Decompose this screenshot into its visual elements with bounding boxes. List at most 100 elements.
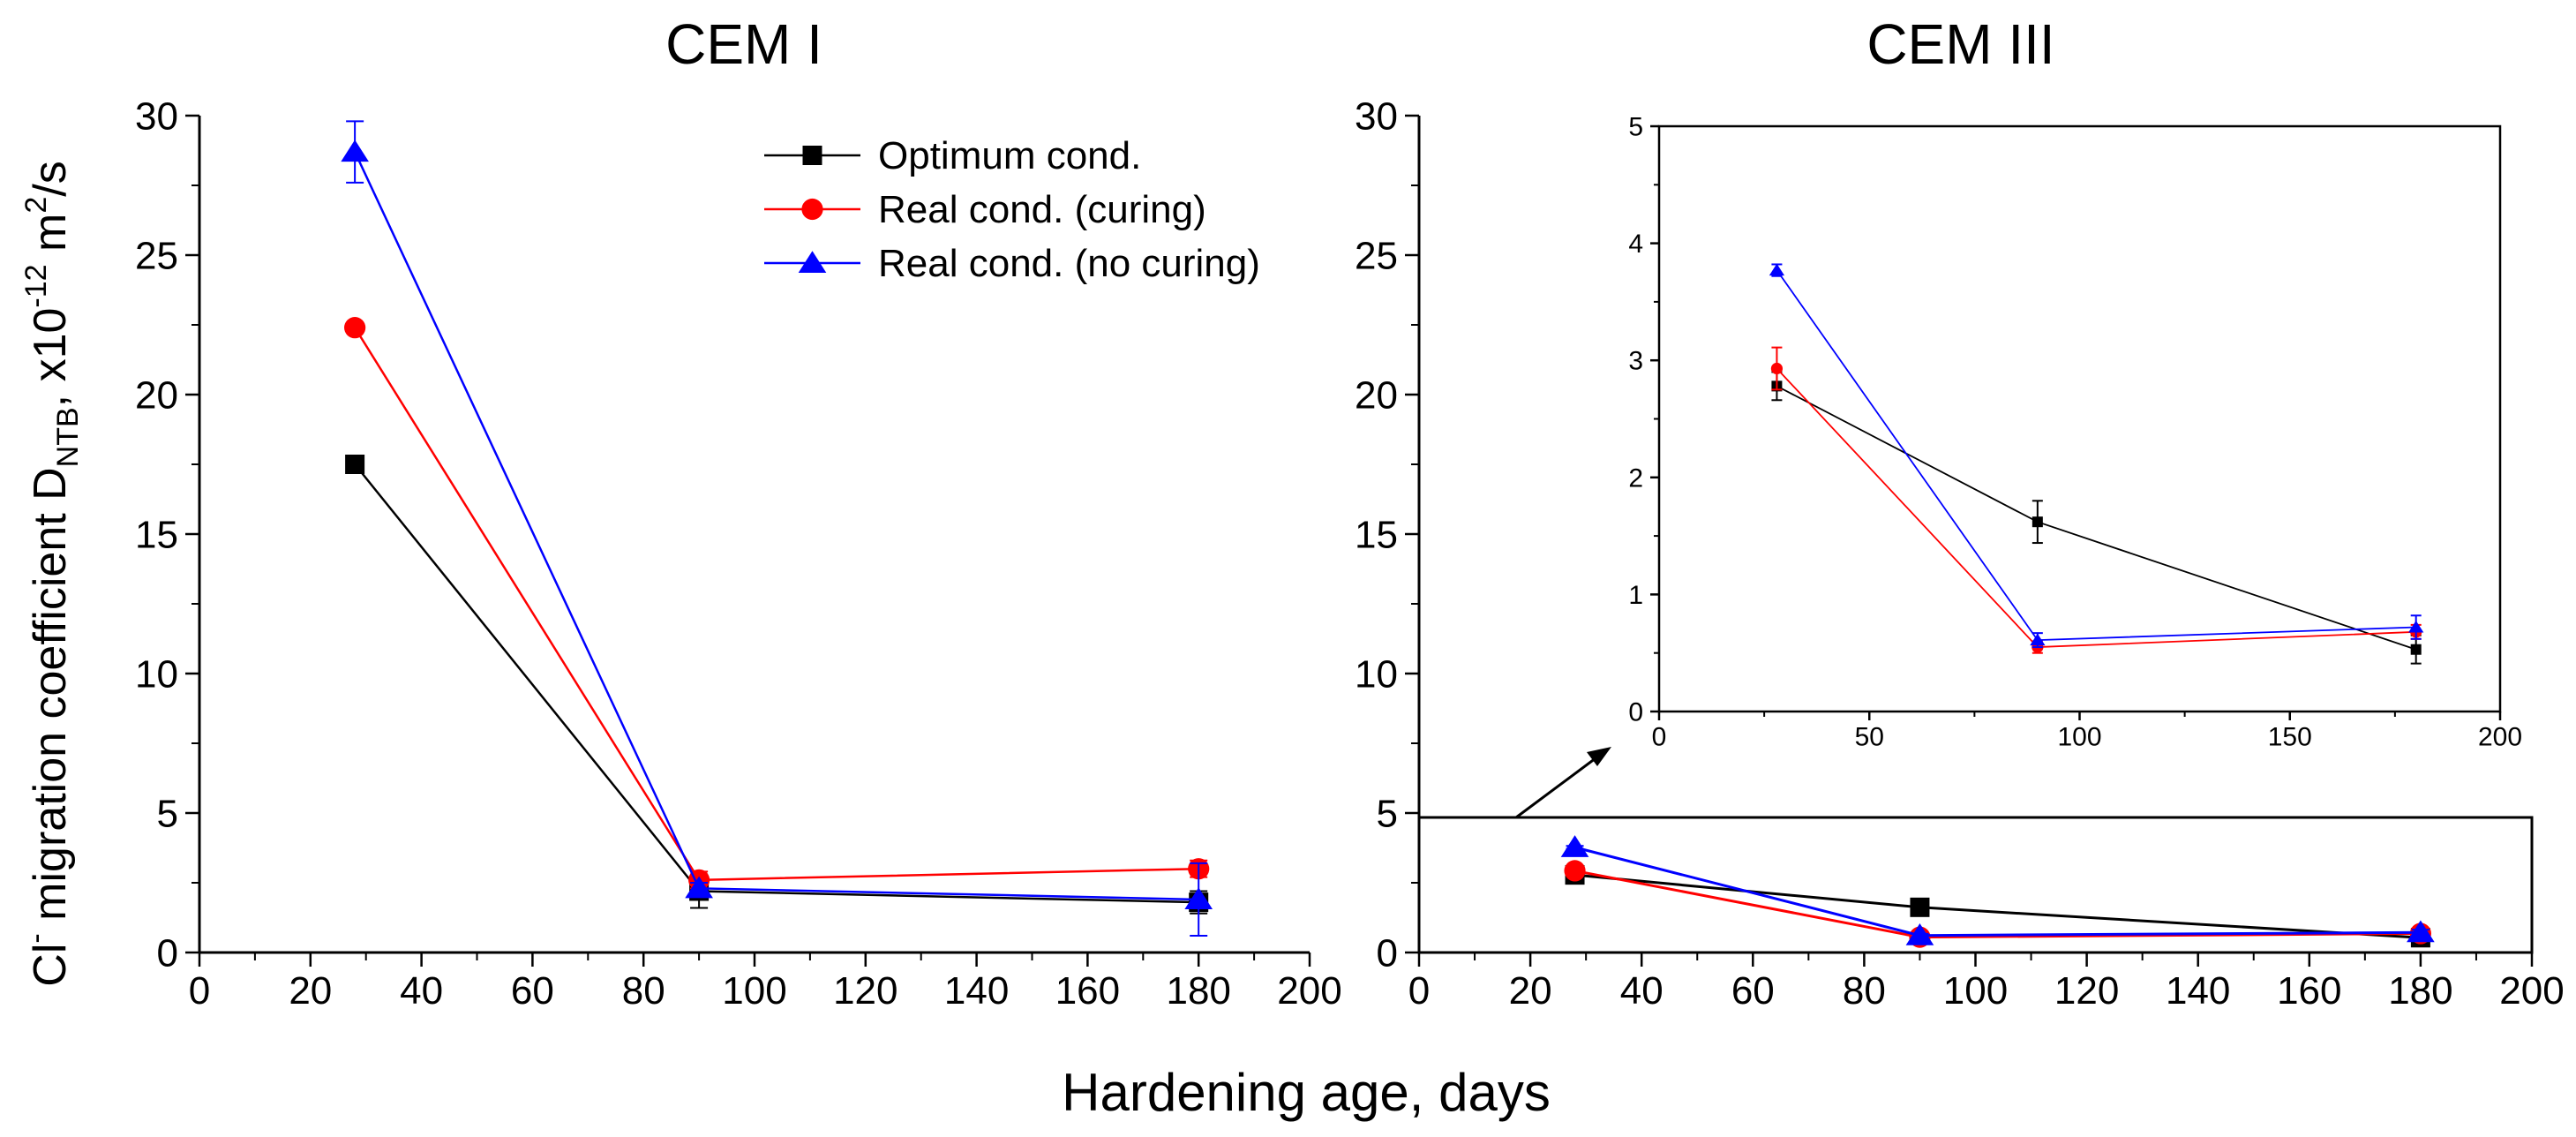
y-tick-label: 20 (1355, 373, 1398, 417)
legend-label: Real cond. (curing) (878, 188, 1206, 231)
y-tick-label: 1 (1628, 581, 1643, 610)
x-tick-label: 120 (833, 969, 897, 1013)
x-tick-label: 20 (289, 969, 332, 1013)
x-tick-label: 80 (622, 969, 665, 1013)
panel-title-cem1: CEM I (665, 12, 822, 76)
legend-marker (798, 251, 827, 273)
x-tick-label: 20 (1509, 969, 1552, 1013)
y-label-sup1: - (19, 933, 53, 943)
y-tick-label: 5 (157, 792, 178, 835)
data-point (344, 317, 366, 339)
series-real-cond-no-curing (1769, 263, 2424, 649)
y-tick-label: 30 (135, 94, 178, 138)
y-tick-label: 30 (1355, 94, 1398, 138)
inset-frame (1657, 124, 2502, 713)
data-point (1910, 897, 1930, 917)
y-tick-label: 15 (1355, 513, 1398, 556)
zoom-arrow-head (1587, 747, 1611, 766)
zoom-region-box (1417, 816, 2534, 954)
y-tick-label: 0 (1628, 698, 1643, 727)
y-tick-label: 5 (1377, 792, 1398, 835)
y-label-unit: m (25, 214, 76, 265)
y-tick-label: 2 (1628, 463, 1643, 493)
x-tick-label: 60 (511, 969, 554, 1013)
x-tick-label: 60 (1731, 969, 1775, 1013)
x-tick-label: 0 (1652, 723, 1667, 752)
y-label-mid2: , x10 (25, 308, 76, 408)
y-label-mid: migration coefficient D (25, 467, 76, 933)
x-tick-label: 100 (2057, 723, 2101, 752)
x-tick-label: 200 (1277, 969, 1341, 1013)
data-point (2408, 621, 2424, 633)
data-point (2030, 633, 2046, 646)
y-tick-label: 3 (1628, 347, 1643, 376)
x-tick-label: 100 (722, 969, 786, 1013)
cem1-plot: 0 20 40 60 80 100 120 140 160 180 200 0 5 10 15 20 25 30 (135, 94, 1342, 1012)
x-tick-label: 140 (944, 969, 1009, 1013)
series-line (354, 327, 1199, 882)
series-line (1574, 846, 2421, 937)
series-real-cond-no-curing (341, 120, 1213, 937)
legend: Optimum cond. Real cond. (curing) Real con… (764, 134, 1260, 285)
series-real-cond-no-curing (1560, 835, 2435, 945)
series-real-cond-curing (344, 317, 1210, 891)
y-axis-label: Cl- migration coefficient DNTB, x10-12 m… (19, 161, 85, 986)
data-point (341, 139, 369, 162)
data-point (2032, 516, 2043, 528)
y-tick-label: 4 (1628, 230, 1643, 259)
zoom-arrow-line (1515, 754, 1600, 819)
x-tick-label: 200 (2499, 969, 2564, 1013)
legend-item-real-cond-no-curing: Real cond. (no curing) (764, 242, 1260, 285)
x-tick-label: 40 (1620, 969, 1664, 1013)
x-tick-label: 120 (2054, 969, 2119, 1013)
y-tick-label: 25 (1355, 234, 1398, 277)
x-tick-label: 0 (189, 969, 210, 1013)
y-label-main: Cl (25, 944, 76, 987)
data-point (2407, 920, 2435, 943)
data-point (2410, 644, 2422, 655)
x-tick-label: 140 (2166, 969, 2230, 1013)
y-tick-label: 0 (1377, 931, 1398, 975)
legend-item-optimum-cond: Optimum cond. (764, 134, 1141, 177)
y-label-sup2: -12 (19, 264, 53, 307)
panel-title-cem3: CEM III (1866, 12, 2054, 76)
series-optimum-cond (345, 455, 1209, 915)
y-tick-label: 15 (135, 513, 178, 556)
x-tick-label: 100 (1943, 969, 2008, 1013)
data-point (685, 876, 713, 899)
data-point (1184, 887, 1213, 909)
y-tick-label: 20 (135, 373, 178, 417)
y-label-sup3: 2 (19, 197, 53, 214)
x-tick-label: 180 (2388, 969, 2452, 1013)
y-tick-label: 25 (135, 234, 178, 277)
data-point (1905, 922, 1934, 945)
data-point (1564, 860, 1586, 882)
x-tick-label: 160 (2277, 969, 2341, 1013)
y-tick-label: 5 (1628, 113, 1643, 142)
legend-marker (802, 146, 822, 165)
x-tick-label: 150 (2268, 723, 2312, 752)
y-label-sub: NTB (51, 407, 85, 467)
legend-label: Real cond. (no curing) (878, 242, 1260, 285)
data-point (345, 455, 365, 474)
series-line (1574, 873, 2421, 939)
y-tick-label: 0 (157, 931, 178, 975)
x-axis-label: Hardening age, days (1062, 1063, 1551, 1122)
y-tick-label: 10 (135, 652, 178, 696)
x-tick-label: 180 (1166, 969, 1230, 1013)
x-tick-label: 160 (1055, 969, 1120, 1013)
x-tick-label: 80 (1843, 969, 1886, 1013)
legend-marker (801, 198, 823, 221)
data-point (1769, 263, 1785, 276)
inset-plot: 0 50 100 150 200 0 1 2 3 4 5 (1628, 113, 2522, 752)
x-tick-label: 50 (1855, 723, 1884, 752)
x-tick-label: 40 (400, 969, 443, 1013)
y-label-tail: /s (25, 161, 76, 196)
x-tick-label: 200 (2478, 723, 2522, 752)
x-tick-label: 0 (1408, 969, 1430, 1013)
legend-label: Optimum cond. (878, 134, 1141, 177)
legend-item-real-cond-curing: Real cond. (curing) (764, 188, 1206, 231)
data-point (1770, 362, 1784, 375)
y-tick-label: 10 (1355, 652, 1398, 696)
